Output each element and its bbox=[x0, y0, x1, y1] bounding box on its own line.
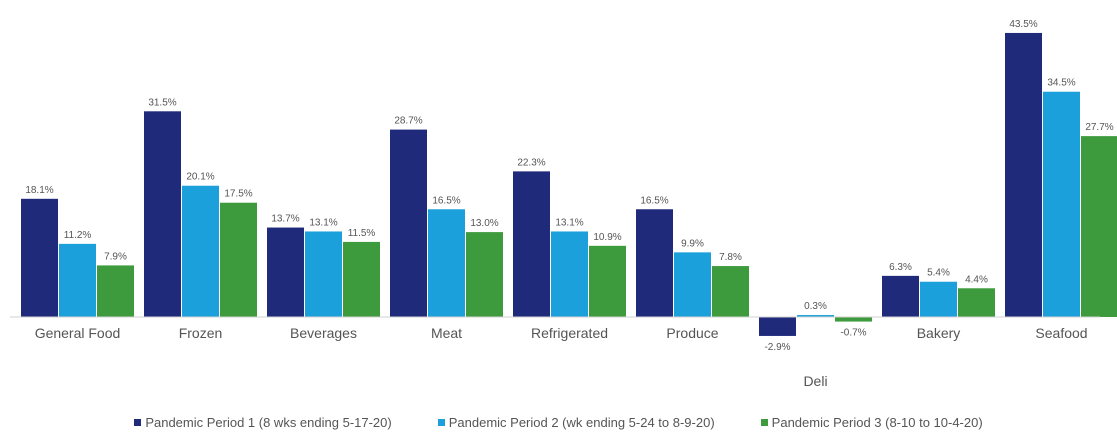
category-label: Seafood bbox=[1035, 325, 1087, 341]
category-label: Bakery bbox=[917, 325, 961, 341]
data-label: 4.4% bbox=[965, 274, 988, 285]
bar bbox=[182, 185, 219, 317]
bar-group: 31.5% 20.1% 17.5% Frozen bbox=[144, 97, 257, 341]
legend-swatch-period-2 bbox=[437, 418, 445, 426]
data-label: 11.5% bbox=[348, 228, 376, 239]
bar bbox=[1043, 91, 1080, 317]
bar bbox=[513, 171, 550, 317]
bar-group: 16.5% 9.9% 7.8% Produce bbox=[636, 195, 749, 341]
data-label: 27.7% bbox=[1085, 122, 1113, 133]
bar bbox=[144, 111, 181, 318]
bar bbox=[466, 232, 503, 317]
bar bbox=[343, 241, 380, 317]
data-label: -0.7% bbox=[840, 328, 866, 339]
bar bbox=[674, 252, 711, 317]
bar bbox=[920, 281, 957, 317]
bar bbox=[958, 288, 995, 317]
bar bbox=[636, 209, 673, 317]
bar-group: -2.9% 0.3% -0.7% Deli bbox=[759, 301, 872, 389]
legend-label-period-3: Pandemic Period 3 (8-10 to 10-4-20) bbox=[771, 414, 983, 430]
bar bbox=[712, 266, 749, 317]
category-label: Produce bbox=[666, 325, 718, 341]
data-label: 31.5% bbox=[148, 97, 176, 108]
data-label: 5.4% bbox=[927, 268, 950, 279]
bar bbox=[759, 317, 796, 336]
data-label: 13.7% bbox=[271, 214, 299, 225]
legend-item-period-2: Pandemic Period 2 (wk ending 5-24 to 8-9… bbox=[437, 412, 715, 432]
data-label: 17.5% bbox=[224, 189, 252, 200]
bar-group: 18.1% 11.2% 7.9% General Food bbox=[21, 185, 134, 341]
bar bbox=[835, 317, 872, 322]
bar bbox=[589, 245, 626, 317]
data-label: 11.2% bbox=[64, 230, 92, 241]
legend-swatch-period-3 bbox=[760, 418, 768, 426]
legend-item-period-3: Pandemic Period 3 (8-10 to 10-4-20) bbox=[760, 412, 983, 432]
category-label: General Food bbox=[35, 325, 121, 341]
bar bbox=[1005, 32, 1042, 317]
bar bbox=[267, 227, 304, 317]
data-label: 22.3% bbox=[517, 157, 545, 168]
category-label: Deli bbox=[803, 373, 827, 389]
bar bbox=[21, 198, 58, 317]
data-label: 16.5% bbox=[640, 195, 668, 206]
data-label: 6.3% bbox=[889, 262, 912, 273]
data-label: 13.1% bbox=[309, 217, 337, 228]
bar bbox=[59, 243, 96, 317]
data-label: 9.9% bbox=[681, 238, 704, 249]
data-label: 7.9% bbox=[104, 251, 127, 262]
category-label: Beverages bbox=[290, 325, 357, 341]
bar-group: 28.7% 16.5% 13.0% Meat bbox=[390, 116, 503, 341]
category-label: Frozen bbox=[179, 325, 223, 341]
data-label: 7.8% bbox=[719, 252, 742, 263]
bar bbox=[882, 275, 919, 317]
legend-swatch-period-1 bbox=[134, 418, 142, 426]
legend-label-period-1: Pandemic Period 1 (8 wks ending 5-17-20) bbox=[145, 414, 392, 430]
bar-chart: 18.1% 11.2% 7.9% General Food 31.5% 20.1% 17.5… bbox=[10, 19, 1117, 389]
data-label: 28.7% bbox=[394, 116, 422, 127]
data-label: 20.1% bbox=[186, 172, 214, 183]
bar bbox=[305, 231, 342, 317]
data-label: 13.0% bbox=[470, 218, 498, 229]
bar bbox=[551, 231, 588, 317]
data-label: 18.1% bbox=[25, 185, 53, 196]
legend-label-period-2: Pandemic Period 2 (wk ending 5-24 to 8-9… bbox=[448, 414, 715, 430]
data-label: 13.1% bbox=[555, 217, 583, 228]
category-label: Meat bbox=[431, 325, 462, 341]
legend-item-period-1: Pandemic Period 1 (8 wks ending 5-17-20) bbox=[134, 412, 392, 432]
data-label: 16.5% bbox=[432, 195, 460, 206]
data-label: 0.3% bbox=[804, 301, 827, 312]
bar bbox=[97, 265, 134, 317]
bar bbox=[797, 315, 834, 317]
bar bbox=[220, 202, 257, 317]
data-label: 34.5% bbox=[1047, 78, 1075, 89]
data-label: 10.9% bbox=[593, 232, 621, 243]
bar-group: 6.3% 5.4% 4.4% Bakery bbox=[882, 262, 995, 341]
bar bbox=[428, 209, 465, 317]
data-label: -2.9% bbox=[764, 342, 790, 353]
data-label: 43.5% bbox=[1009, 19, 1037, 30]
bar-group: 22.3% 13.1% 10.9% Refrigerated bbox=[513, 157, 626, 341]
bar bbox=[390, 129, 427, 317]
bar-group: 43.5% 34.5% 27.7% Seafood bbox=[1005, 19, 1117, 341]
bar-group: 13.7% 13.1% 11.5% Beverages bbox=[267, 214, 380, 341]
category-label: Refrigerated bbox=[531, 325, 608, 341]
legend: Pandemic Period 1 (8 wks ending 5-17-20)… bbox=[0, 412, 1117, 432]
bar bbox=[1081, 136, 1117, 317]
